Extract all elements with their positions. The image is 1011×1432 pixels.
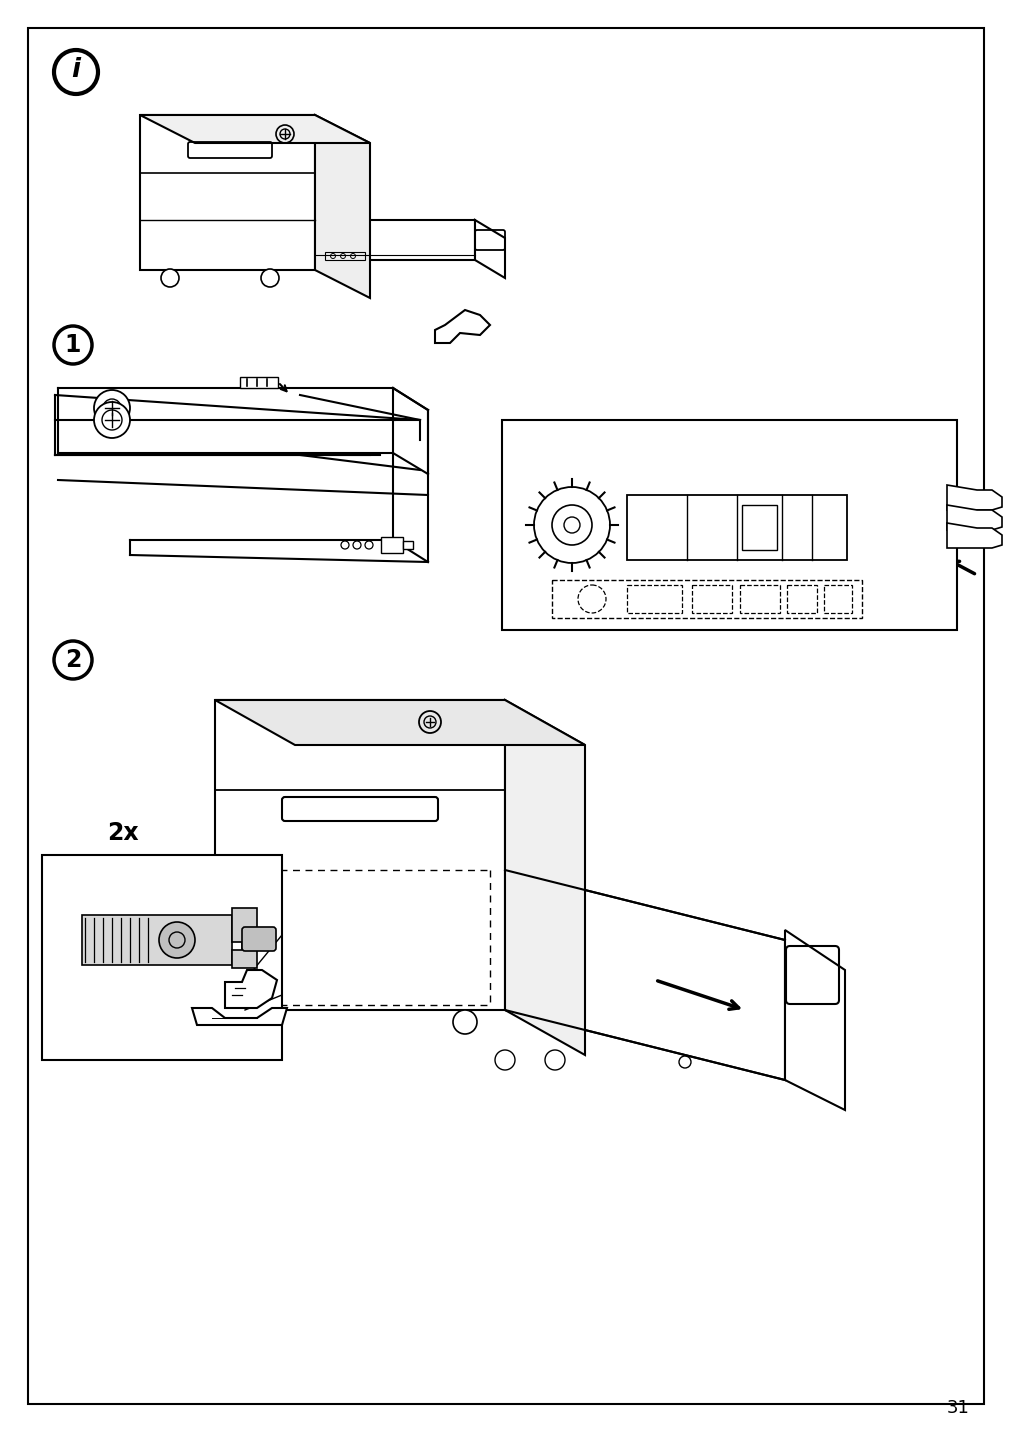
Polygon shape	[504, 871, 785, 1080]
Circle shape	[161, 269, 179, 286]
Polygon shape	[946, 485, 1001, 510]
Polygon shape	[140, 115, 370, 143]
Bar	[627, 586, 681, 613]
Bar	[140, 115, 314, 271]
Circle shape	[94, 402, 129, 438]
Bar	[787, 586, 816, 613]
Polygon shape	[192, 1008, 287, 1025]
Bar	[823, 586, 851, 613]
Circle shape	[545, 1050, 564, 1070]
Circle shape	[453, 1010, 476, 1034]
FancyBboxPatch shape	[242, 927, 276, 951]
Text: 31: 31	[946, 1399, 969, 1418]
Polygon shape	[314, 115, 370, 298]
Circle shape	[243, 1010, 267, 1034]
Text: i: i	[72, 57, 81, 83]
Polygon shape	[224, 969, 277, 1008]
Bar	[214, 700, 504, 1010]
Polygon shape	[435, 309, 489, 344]
Bar	[692, 586, 731, 613]
Polygon shape	[232, 908, 257, 968]
Bar	[627, 495, 846, 560]
Circle shape	[54, 326, 92, 364]
Bar	[551, 580, 861, 619]
Circle shape	[54, 50, 98, 95]
Polygon shape	[474, 221, 504, 278]
Circle shape	[261, 269, 279, 286]
Text: 2: 2	[65, 649, 81, 672]
Polygon shape	[785, 929, 844, 1110]
Bar	[240, 377, 278, 388]
Bar	[741, 505, 776, 550]
Polygon shape	[946, 505, 1001, 530]
Polygon shape	[946, 523, 1001, 548]
Bar	[380, 537, 402, 553]
Bar	[42, 855, 282, 1060]
Circle shape	[54, 642, 92, 679]
Circle shape	[494, 1050, 515, 1070]
Bar	[501, 420, 956, 630]
Polygon shape	[214, 700, 584, 745]
Polygon shape	[504, 700, 584, 1055]
Bar	[325, 252, 365, 261]
Bar	[739, 586, 779, 613]
Circle shape	[159, 922, 195, 958]
Circle shape	[534, 487, 610, 563]
Text: 2x: 2x	[107, 821, 139, 845]
Bar	[402, 541, 412, 548]
Polygon shape	[314, 221, 474, 261]
Text: 1: 1	[65, 334, 81, 357]
Bar	[82, 915, 232, 965]
Circle shape	[94, 390, 129, 425]
